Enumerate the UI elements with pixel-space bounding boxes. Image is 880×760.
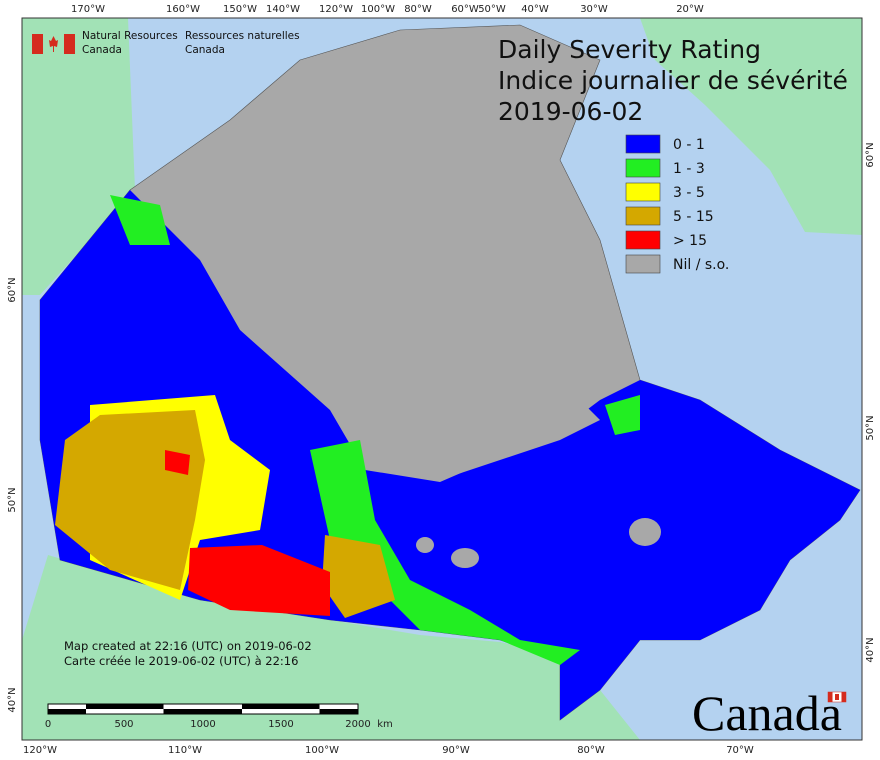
- lat-label: 40°N: [7, 687, 18, 712]
- legend-label: 5 - 15: [673, 209, 714, 225]
- scale-unit: km: [377, 719, 393, 730]
- lon-label: 140°W: [266, 4, 300, 15]
- flag-bar: [828, 692, 833, 702]
- scale-segment: [281, 704, 320, 709]
- lon-label: 50°W: [478, 4, 506, 15]
- legend-swatch: [625, 182, 661, 202]
- lon-label: 70°W: [726, 745, 754, 756]
- scale-segment: [86, 704, 124, 709]
- legend-swatch: [625, 230, 661, 250]
- legend-label: Nil / s.o.: [673, 257, 729, 273]
- scale-segment: [319, 709, 358, 714]
- lat-label: 50°N: [865, 415, 876, 440]
- scale-label: 1000: [190, 719, 215, 730]
- scale-segment: [163, 709, 203, 714]
- lon-label: 100°W: [361, 4, 395, 15]
- lon-label: 80°W: [404, 4, 432, 15]
- title-fr: Indice journalier de sévérité: [498, 66, 848, 95]
- lon-label: 120°W: [319, 4, 353, 15]
- org-en: Natural Resources: [82, 30, 178, 42]
- lon-label: 30°W: [580, 4, 608, 15]
- scale-segment: [48, 709, 86, 714]
- flag-bar: [32, 34, 43, 54]
- region-gt-15: [188, 545, 330, 616]
- scale-segment: [124, 704, 164, 709]
- maple-leaf: [49, 36, 58, 52]
- legend-swatch: [625, 254, 661, 274]
- wordmark-flag: [827, 691, 847, 703]
- legend-swatch: [625, 158, 661, 178]
- note: Map created at 22:16 (UTC) on 2019-06-02: [64, 639, 312, 653]
- lon-label: 110°W: [168, 745, 202, 756]
- region-1-3-c: [605, 395, 640, 435]
- scale-label: 1500: [268, 719, 293, 730]
- lon-label: 150°W: [223, 4, 257, 15]
- government-signature: Natural Resources Canada Ressources natu…: [32, 30, 300, 56]
- flag-bar: [64, 34, 75, 54]
- lon-label: 90°W: [442, 745, 470, 756]
- usa: [22, 555, 640, 740]
- maple-leaf: [835, 694, 839, 700]
- note: Carte créée le 2019-06-02 (UTC) à 22:16: [64, 654, 298, 668]
- legend: 0 - 1 1 - 3 3 - 5 5 - 15 > 15 Nil / s.o.: [625, 134, 729, 274]
- lon-label: 20°W: [676, 4, 704, 15]
- title: Daily Severity Rating: [498, 35, 761, 64]
- scale-segment: [242, 704, 281, 709]
- graticule-labels: 170°W 160°W 150°W 140°W 120°W 100°W 80°W 60°W 50…: [7, 4, 876, 756]
- lon-label: 170°W: [71, 4, 105, 15]
- legend-label: > 15: [673, 233, 707, 249]
- org-fr: Canada: [185, 44, 225, 56]
- lon-label: 60°W: [451, 4, 479, 15]
- lat-label: 60°N: [865, 142, 876, 167]
- lat-label: 60°N: [7, 277, 18, 302]
- legend-label: 0 - 1: [673, 137, 705, 153]
- map-date: 2019-06-02: [498, 97, 643, 126]
- scale-label: 500: [114, 719, 133, 730]
- legend-swatch: [625, 206, 661, 226]
- scale-label: 0: [45, 719, 51, 730]
- lake: [451, 548, 479, 568]
- hudson-bay: [370, 330, 600, 480]
- lon-label: 40°W: [521, 4, 549, 15]
- canada-wordmark: Canada: [692, 685, 842, 741]
- lon-label: 160°W: [166, 4, 200, 15]
- org-en: Canada: [82, 44, 122, 56]
- greenland: [640, 18, 862, 235]
- lat-label: 40°N: [865, 637, 876, 662]
- lake: [629, 518, 661, 546]
- lon-label: 80°W: [577, 745, 605, 756]
- legend-swatch: [625, 134, 661, 154]
- map: [21, 17, 863, 741]
- region-1-3-b: [110, 195, 170, 245]
- region-5-15-b: [322, 535, 395, 618]
- map-frame: [21, 17, 863, 741]
- legend-label: 1 - 3: [673, 161, 705, 177]
- alaska: [22, 18, 135, 295]
- scale-segment: [203, 709, 242, 714]
- scale-label: 2000: [345, 719, 370, 730]
- org-fr: Ressources naturelles: [185, 30, 300, 42]
- region-gt-15-b: [165, 450, 190, 475]
- legend-label: 3 - 5: [673, 185, 705, 201]
- lake: [416, 537, 434, 553]
- scale-bar: 0 500 1000 1500 2000 km: [45, 703, 393, 730]
- lon-label: 120°W: [23, 745, 57, 756]
- lon-label: 100°W: [305, 745, 339, 756]
- flag-bar: [841, 692, 846, 702]
- lat-label: 50°N: [7, 487, 18, 512]
